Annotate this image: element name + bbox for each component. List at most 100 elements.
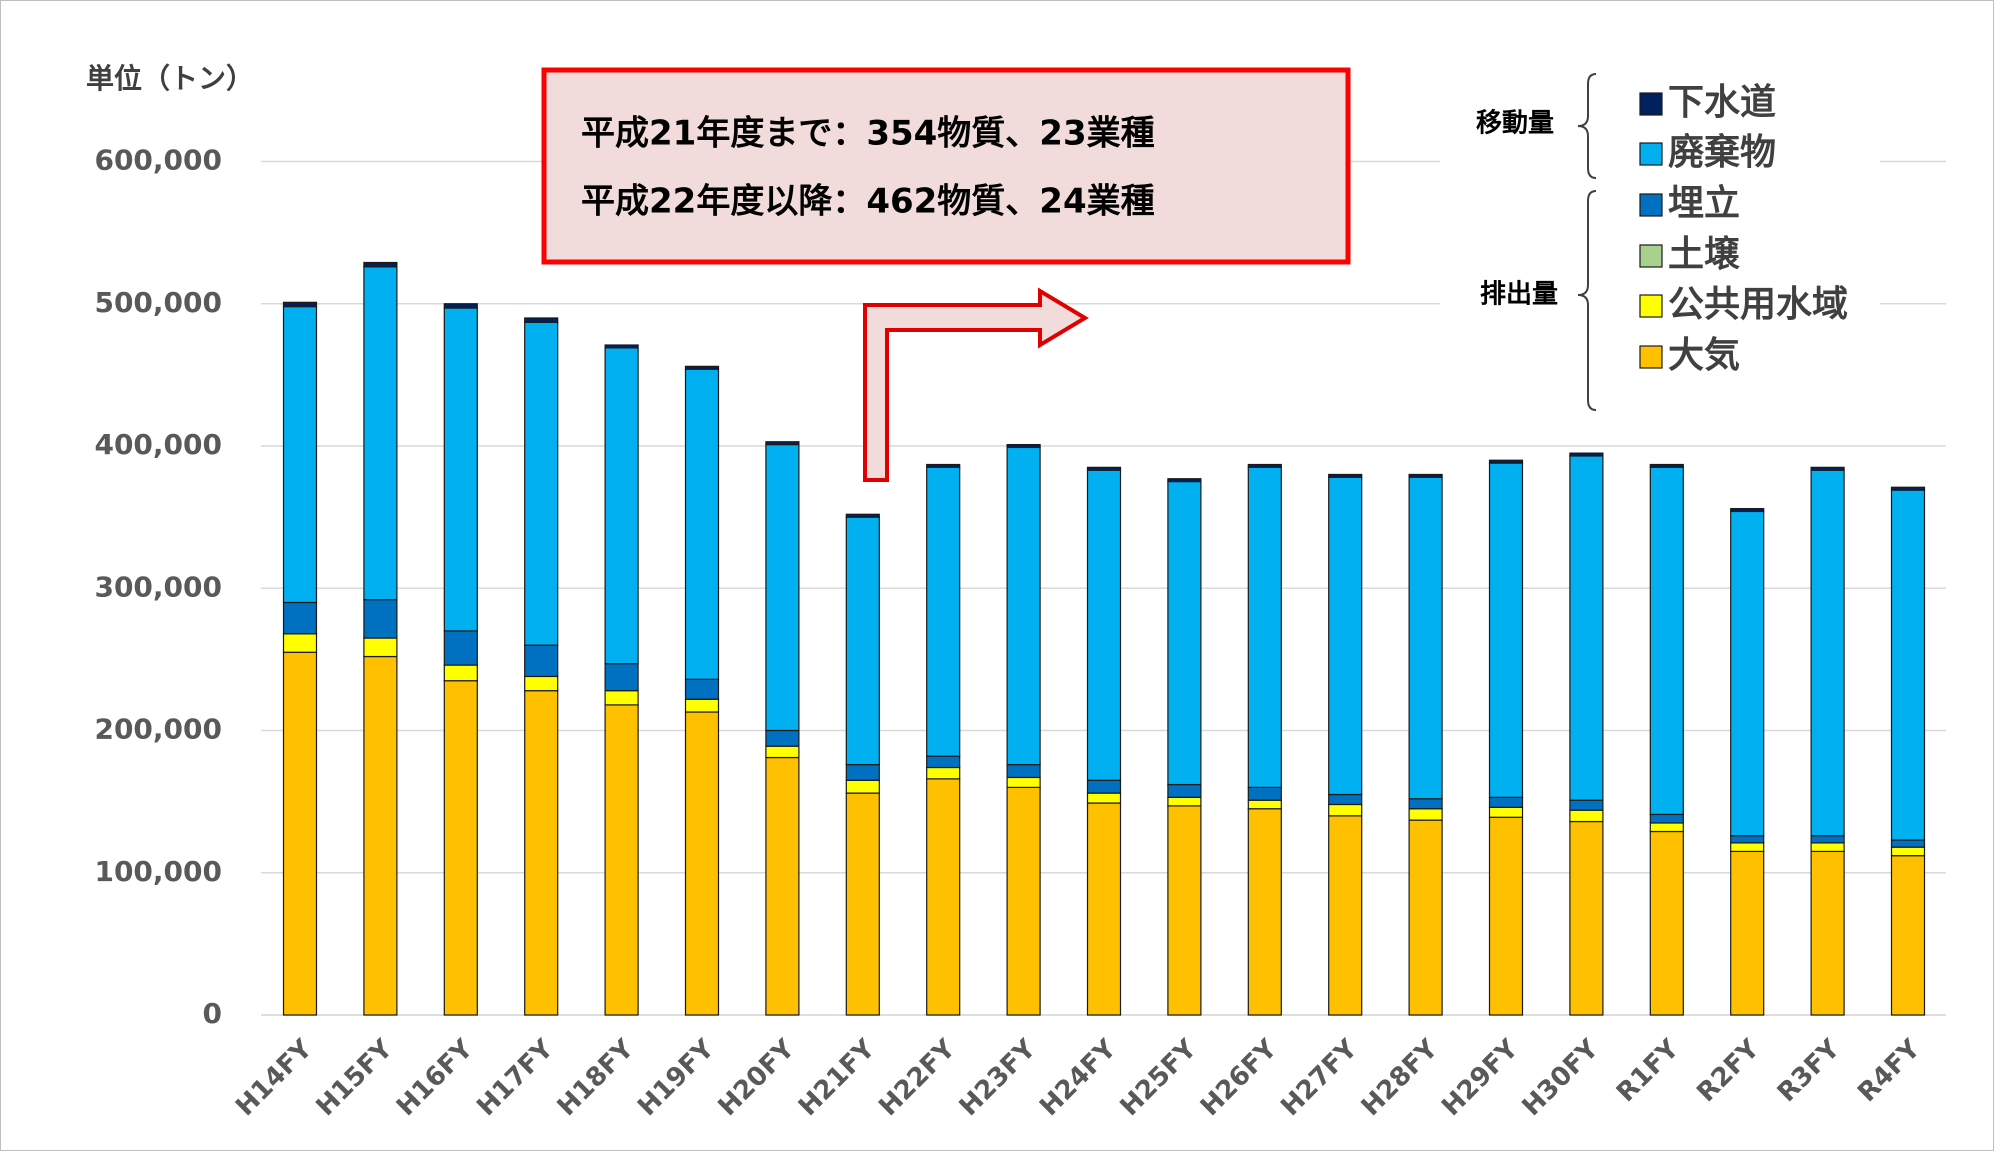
bar-segment	[524, 690, 559, 1016]
bar-segment	[1006, 776, 1041, 789]
bar-segment	[443, 307, 478, 632]
bar-segment	[1408, 798, 1443, 810]
legend-swatch	[1639, 345, 1663, 369]
bar-segment	[443, 664, 478, 682]
bar-segment	[845, 764, 880, 781]
bar-segment	[1730, 510, 1765, 837]
bar-segment	[1408, 476, 1443, 800]
bar-segment	[524, 321, 559, 646]
legend-group: 移動量	[1476, 109, 1554, 139]
bar-segment	[765, 745, 800, 759]
bar-segment	[1247, 808, 1282, 1016]
bar-segment	[1167, 805, 1202, 1016]
bar-segment	[443, 680, 478, 1016]
bar-segment	[604, 704, 639, 1016]
bar-segment	[1488, 816, 1524, 1016]
bar-segment	[1167, 480, 1202, 786]
bar-segment	[684, 711, 720, 1016]
bar-segment	[443, 630, 478, 666]
bar-segment	[1890, 489, 1926, 841]
bar-segment	[1569, 820, 1604, 1016]
bar-segment	[1006, 446, 1041, 766]
bar-segment	[684, 678, 720, 700]
bar-segment	[604, 347, 639, 665]
legend-label: 下水道	[1668, 82, 1776, 123]
bar-segment	[1167, 783, 1202, 798]
y-tick-label: 200,000	[94, 713, 222, 746]
bar-segment	[926, 766, 961, 780]
bar-segment	[524, 317, 559, 323]
bar-segment	[1890, 846, 1926, 857]
bar-segment	[1569, 455, 1604, 801]
bar-segment	[1086, 469, 1122, 781]
bar-segment	[1649, 463, 1684, 468]
bar-segment	[1488, 806, 1524, 818]
bar-segment	[604, 690, 639, 706]
y-axis-label: 単位（トン）	[86, 62, 254, 95]
bar-segment	[845, 779, 880, 794]
bar-segment	[684, 698, 720, 713]
legend-swatch	[1639, 193, 1663, 217]
bar-segment	[1167, 796, 1202, 807]
bar-segment	[1569, 452, 1604, 457]
bar-segment	[1488, 462, 1524, 798]
bar-segment	[1086, 792, 1122, 804]
bar-segment	[926, 778, 961, 1016]
bar-segment	[1569, 799, 1604, 811]
bar-segment	[1408, 473, 1443, 478]
bar-segment	[1086, 802, 1122, 1016]
bar-segment	[1488, 796, 1524, 808]
legend-label: 土壌	[1668, 234, 1740, 275]
bar-segment	[1649, 813, 1684, 824]
bar-segment	[1408, 819, 1443, 1016]
bar-segment	[845, 792, 880, 1016]
bar-segment	[1328, 473, 1363, 478]
bar-segment	[684, 368, 720, 680]
bar-segment	[684, 365, 720, 370]
bar-segment	[1006, 764, 1041, 779]
bar-segment	[1247, 466, 1282, 788]
annotation-text: 平成21年度まで：354物質、23業種	[581, 114, 1155, 154]
bars	[282, 261, 1926, 1016]
bar-segment	[1730, 850, 1765, 1016]
bar-segment	[845, 513, 880, 518]
bar-segment	[1890, 839, 1926, 848]
legend-label: 廃棄物	[1668, 132, 1776, 173]
bar-segment	[363, 655, 398, 1016]
bar-segment	[363, 637, 398, 658]
y-tick-label: 600,000	[94, 144, 222, 177]
bar-segment	[282, 601, 318, 635]
bar-segment	[1649, 822, 1684, 833]
bar-segment	[765, 756, 800, 1016]
bar-segment	[1006, 443, 1041, 449]
bar-segment	[524, 644, 559, 678]
bar-segment	[1086, 466, 1122, 471]
bar-segment	[1810, 466, 1845, 471]
bar-segment	[1730, 507, 1765, 513]
bar-segment	[1167, 478, 1202, 483]
legend-label: 埋立	[1668, 183, 1740, 224]
legend-swatch	[1639, 294, 1663, 318]
legend-label: 大気	[1668, 335, 1740, 376]
bar-segment	[524, 675, 559, 692]
bar-segment	[1247, 786, 1282, 801]
bar-segment	[1730, 842, 1765, 853]
y-tick-label: 100,000	[94, 855, 222, 888]
bar-segment	[1328, 803, 1363, 817]
bar-segment	[926, 466, 961, 757]
bar-segment	[1810, 842, 1845, 853]
bar-segment	[765, 729, 800, 747]
bracket	[1577, 190, 1597, 411]
y-tick-label: 0	[203, 997, 222, 1030]
bar-segment	[1569, 809, 1604, 823]
bar-segment	[282, 301, 318, 308]
bar-segment	[1890, 486, 1926, 491]
bar-segment	[1730, 835, 1765, 844]
y-tick-label: 300,000	[94, 570, 222, 603]
legend-label: 公共用水域	[1668, 284, 1848, 325]
bar-segment	[926, 755, 961, 769]
bar-segment	[1328, 793, 1363, 806]
bar-segment	[845, 516, 880, 766]
